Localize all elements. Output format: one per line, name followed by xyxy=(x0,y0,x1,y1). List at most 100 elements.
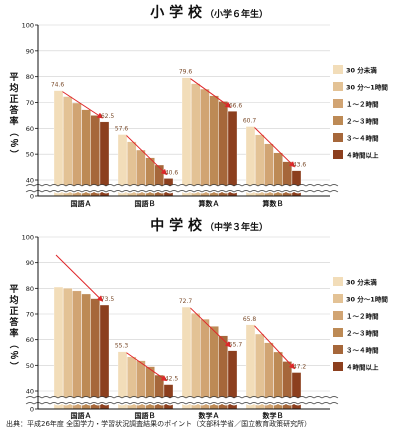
bar xyxy=(63,288,73,410)
bar xyxy=(72,102,82,197)
legend-swatch xyxy=(333,65,343,74)
bar xyxy=(63,96,73,197)
data-label: 62.5 xyxy=(101,113,115,120)
y-tick-label: 50 xyxy=(26,362,34,370)
y-tick-label: 100 xyxy=(22,234,34,242)
data-label: 65.8 xyxy=(243,316,257,323)
axis-break-line xyxy=(25,396,339,399)
y-tick-label: 60 xyxy=(26,336,34,344)
trend-arrow xyxy=(126,135,168,176)
legend-swatch xyxy=(333,328,343,337)
bar xyxy=(181,306,192,410)
bar xyxy=(90,115,100,197)
x-tick-label: 国語Ａ xyxy=(71,411,92,420)
bar xyxy=(53,90,64,197)
legend-label: ２～３時間 xyxy=(346,329,379,338)
bar xyxy=(227,111,238,197)
y-tick-label: 80 xyxy=(26,73,34,81)
y-axis-label-char: （ xyxy=(8,127,19,136)
y-axis-label-char: （ xyxy=(8,339,19,348)
bar xyxy=(200,318,210,410)
bar xyxy=(191,313,201,410)
legend-swatch xyxy=(333,311,343,320)
trend-arrow xyxy=(126,352,168,382)
legend-swatch xyxy=(333,294,343,303)
x-tick-label: 算数Ｂ xyxy=(262,199,284,208)
data-label: 55.3 xyxy=(115,343,129,350)
bar xyxy=(81,293,91,410)
y-axis-label-char: ） xyxy=(8,149,19,158)
data-label: 79.6 xyxy=(179,69,193,76)
y-tick-label: 90 xyxy=(26,47,34,55)
trend-arrow xyxy=(62,91,104,119)
legend-label: １～２時間 xyxy=(346,100,379,109)
y-axis-label-char: ％ xyxy=(8,138,19,147)
legend-swatch xyxy=(333,277,343,286)
y-tick-label: 40 xyxy=(26,177,34,185)
y-axis-label-char: 正 xyxy=(9,94,18,105)
y-axis-label-char: ％ xyxy=(8,350,19,359)
x-tick-label: 国語Ｂ xyxy=(135,199,156,208)
y-axis-label-char: 均 xyxy=(9,82,18,94)
x-tick-label: 国語Ｂ xyxy=(135,411,156,420)
bar xyxy=(53,286,64,410)
bar xyxy=(90,298,100,410)
y-axis-label-char: 平 xyxy=(9,284,18,295)
y-tick-label: 70 xyxy=(26,311,34,319)
data-label: 42.5 xyxy=(165,376,179,383)
trend-arrow xyxy=(254,127,296,168)
legend-label: ３～４時間 xyxy=(346,134,379,143)
data-label: 55.7 xyxy=(229,342,243,349)
data-label: 72.7 xyxy=(179,298,193,305)
bar xyxy=(72,290,82,410)
trend-arrow xyxy=(55,254,104,302)
y-tick-label: 0 xyxy=(30,406,34,414)
data-label: 73.5 xyxy=(101,296,115,303)
y-axis-label-char: 均 xyxy=(9,294,18,306)
y-tick-label: 60 xyxy=(26,125,34,133)
axis-break-line xyxy=(25,190,339,193)
bar xyxy=(218,101,228,197)
source-note: 出典：平成26年度 全国学力・学習状況調査結果のポイント（文部科学省／国立教育政… xyxy=(6,420,312,428)
legend-swatch xyxy=(333,133,343,142)
y-axis-label-char: 答 xyxy=(8,104,19,116)
data-label: 40.6 xyxy=(165,169,179,176)
bar xyxy=(209,95,219,197)
bar xyxy=(191,83,201,197)
y-axis-label-char: ） xyxy=(8,361,19,370)
legend-swatch xyxy=(333,82,343,91)
y-tick-label: 40 xyxy=(26,388,34,396)
bar xyxy=(81,109,91,197)
y-axis-label-char: 平 xyxy=(9,72,18,83)
legend-label: 30 分未満 xyxy=(346,66,377,75)
legend-swatch xyxy=(333,345,343,354)
x-tick-label: 算数Ａ xyxy=(198,199,220,208)
trend-arrow xyxy=(190,307,232,348)
data-label: 60.7 xyxy=(243,118,257,125)
legend-swatch xyxy=(333,150,343,159)
legend-label: ４時間以上 xyxy=(346,151,379,160)
legend-label: 30 分～1時間 xyxy=(346,295,388,304)
legend-swatch xyxy=(333,362,343,371)
legend-label: １～２時間 xyxy=(346,312,379,321)
axis-break-line xyxy=(25,184,339,187)
chart-title: 中 学 校 xyxy=(150,217,203,234)
chart-subtitle: （中学３年生） xyxy=(205,221,268,233)
data-label: 74.6 xyxy=(51,82,65,89)
y-tick-label: 90 xyxy=(26,259,34,267)
y-axis-label-char: 率 xyxy=(9,327,18,339)
x-tick-label: 数学Ｂ xyxy=(263,411,284,420)
bar xyxy=(99,304,110,410)
bar xyxy=(181,77,192,197)
bar xyxy=(200,88,210,197)
legend-label: ３～４時間 xyxy=(346,346,379,355)
y-tick-label: 100 xyxy=(22,22,34,30)
chart-title: 小 学 校 xyxy=(150,4,203,21)
y-axis-label-char: 率 xyxy=(9,115,18,127)
trend-arrow xyxy=(190,78,232,108)
legend-label: 30 分～1時間 xyxy=(346,83,388,92)
legend-swatch xyxy=(333,116,343,125)
legend-label: ２～３時間 xyxy=(346,117,379,126)
legend-label: 30 分未満 xyxy=(346,278,377,287)
